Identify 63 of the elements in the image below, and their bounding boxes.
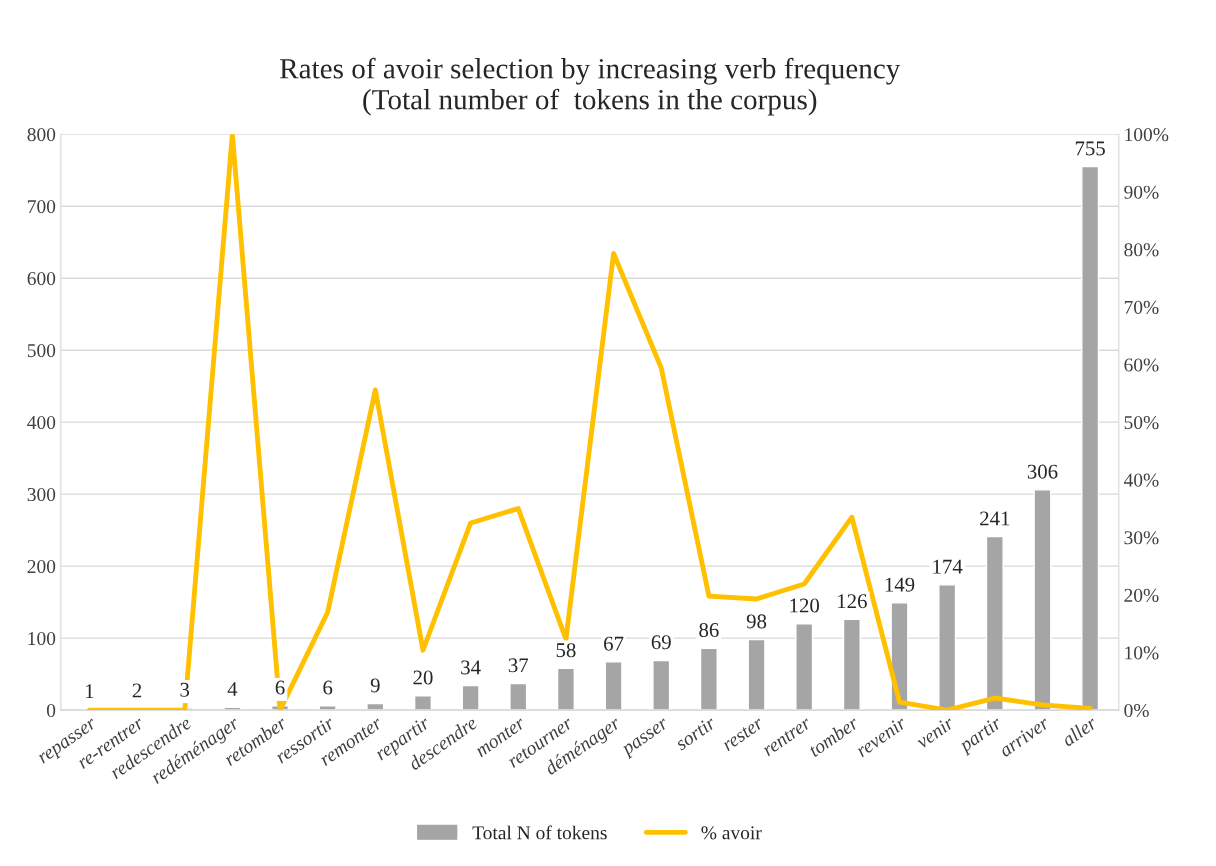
data-label: 126 [838, 594, 867, 609]
y2-tick-label: 60% [1124, 358, 1159, 372]
y-tick-label: 800 [27, 128, 56, 142]
data-label: 37 [508, 658, 529, 673]
data-label: 306 [1027, 464, 1058, 479]
data-label: 1 [86, 684, 94, 699]
bar [699, 647, 718, 711]
y2-tick-label: 20% [1124, 588, 1159, 602]
bar [461, 684, 480, 711]
y2-tick-label: 70% [1124, 300, 1159, 314]
y-tick-label: 100 [28, 631, 56, 646]
y-tick-label: 500 [27, 344, 56, 358]
data-label: 67 [604, 636, 624, 651]
data-label: 120 [790, 598, 820, 613]
bar [1081, 165, 1100, 711]
y2-tick-label: 30% [1124, 531, 1159, 545]
data-label: 3 [180, 682, 190, 697]
data-label: 98 [746, 614, 767, 629]
y2-tick-label: 10% [1125, 646, 1159, 660]
bar [604, 661, 623, 711]
y-tick-label: 200 [27, 559, 56, 574]
y-tick-label: 300 [27, 487, 56, 502]
data-label: 34 [461, 660, 481, 675]
data-label: 4 [227, 682, 238, 696]
y-tick-label: 600 [27, 272, 56, 286]
bar [1033, 489, 1052, 711]
y2-tick-label: 40% [1123, 473, 1159, 487]
data-label: 6 [323, 680, 333, 695]
data-label: 86 [699, 622, 719, 638]
legend-label: Total N of tokens [472, 825, 607, 840]
bar [413, 695, 433, 711]
bar [747, 638, 766, 711]
data-label: 2 [132, 683, 142, 698]
data-label: 9 [370, 678, 380, 693]
bar [842, 618, 861, 711]
x-tick-label: aller [1060, 714, 1099, 747]
x-tick-label: sortir [674, 715, 717, 751]
data-label: 69 [651, 635, 671, 650]
y-tick-label: 700 [28, 200, 56, 214]
data-label: 174 [933, 559, 963, 574]
y-tick-label: 400 [27, 415, 56, 430]
bar [985, 535, 1004, 711]
y-tick-label: 0 [46, 703, 56, 718]
y2-tick-label: 100% [1125, 128, 1169, 142]
data-label: 6 [275, 680, 285, 695]
y2-tick-label: 80% [1124, 243, 1159, 257]
data-label: 20 [413, 670, 433, 685]
data-label: 58 [556, 643, 576, 658]
x-tick-label: rester [722, 717, 765, 752]
y2-tick-label: 90% [1124, 185, 1159, 199]
bar [509, 682, 528, 711]
data-label: 149 [885, 577, 915, 592]
y2-tick-label: 0% [1124, 703, 1149, 718]
chart-title: Rates of avoir selection by increasing verb frequency (Total number of tokens in the corpus) [280, 57, 901, 116]
bar [556, 667, 575, 711]
y2-tick-label: 50% [1124, 415, 1159, 430]
x-tick-label: venir [915, 715, 956, 749]
bar [795, 623, 814, 711]
data-label: 755 [1075, 141, 1105, 156]
bar [938, 584, 957, 711]
data-label: 241 [980, 511, 1010, 526]
bar [652, 659, 671, 711]
legend-label: % avoir [701, 826, 762, 840]
